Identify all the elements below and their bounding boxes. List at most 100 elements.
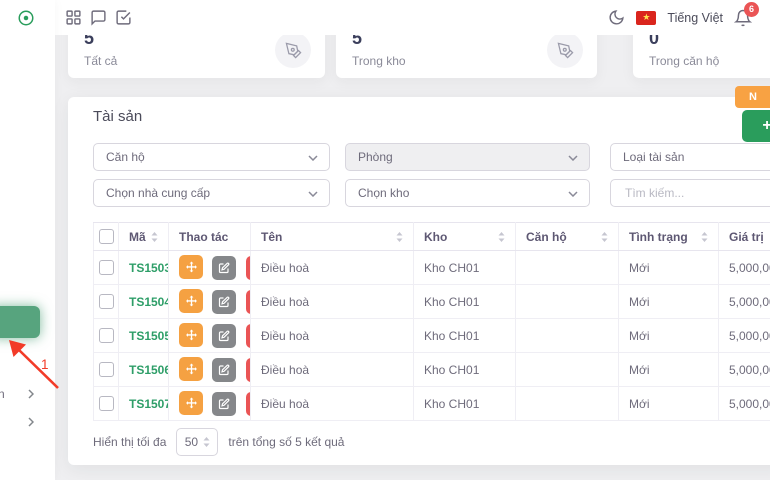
column-label: Thao tác [179,229,229,244]
room-select[interactable]: Phòng [345,143,590,171]
asset-value: 5,000,000 [718,284,770,319]
row-checkbox[interactable] [98,328,114,344]
search-field[interactable] [610,179,770,207]
chevron-down-icon [308,191,318,197]
column-label: Giá trị [729,229,764,244]
asset-warehouse: Kho CH01 [413,284,516,319]
move-button[interactable] [179,289,203,314]
column-label: Kho [424,229,448,244]
column-label: Mã [129,229,146,244]
delete-button[interactable] [245,289,250,314]
asset-apartment [515,250,619,285]
column-label: Tình trạng [629,229,688,244]
column-header-code[interactable]: Mã [118,222,169,251]
stat-value: 0 [649,28,660,48]
asset-apartment [515,386,619,421]
asset-value: 5,000,000 [718,386,770,421]
asset-value: 5,000,000 [718,250,770,285]
table-row: TS1507 Điều hoà Kho CH01 Mới 5,000,000 [93,386,770,421]
page-size-prefix: Hiển thị tối đa [93,435,167,449]
column-header-name[interactable]: Tên [250,222,414,251]
bell-icon [733,9,753,26]
move-icon [185,397,197,409]
supplier-select[interactable]: Chọn nhà cung cấp [93,179,330,207]
sidebar-item[interactable]: n [0,384,55,404]
row-checkbox[interactable] [98,294,114,310]
table-header-row: Mã Thao tác Tên Kho Căn hộ Tình trạng Gi… [93,222,770,251]
move-icon [185,261,197,273]
sort-icon [396,231,403,242]
asset-name: Điều hoà [250,318,414,353]
panel-title: Tài sản [93,108,143,125]
delete-button[interactable] [245,357,250,382]
table-row: TS1505 Điều hoà Kho CH01 Mới 5,000,000 [93,318,770,353]
sort-icon [151,231,158,242]
delete-button[interactable] [245,323,250,348]
dark-mode-moon-icon[interactable] [608,9,625,26]
apps-grid-icon[interactable] [65,9,82,26]
warehouse-select[interactable]: Chọn kho [345,179,590,207]
sidebar-active-item[interactable] [0,306,40,338]
page-size-value: 50 [184,435,199,449]
chat-icon[interactable] [90,9,107,26]
chevron-right-icon [28,389,34,399]
tasks-icon[interactable] [115,9,132,26]
select-all-cell[interactable] [93,222,119,251]
move-button[interactable] [179,357,203,382]
select-all-checkbox[interactable] [98,229,114,245]
navbar-actions: ★ Tiếng Việt 6 [608,0,759,35]
chevron-down-icon [568,155,578,161]
add-asset-button[interactable]: + [742,110,770,142]
column-header-value[interactable]: Giá trị [718,222,770,251]
edit-button[interactable] [212,391,237,416]
table-row: TS1503 Điều hoà Kho CH01 Mới 5,000,000 [93,250,770,285]
sidebar-item[interactable] [0,412,55,432]
row-checkbox[interactable] [98,362,114,378]
app-logo-target-icon[interactable] [17,9,35,27]
edit-button[interactable] [212,255,237,280]
vietnam-flag-icon[interactable]: ★ [636,10,657,25]
asset-name: Điều hoà [250,250,414,285]
column-header-actions: Thao tác [168,222,251,251]
annotation-step-number: 1 [41,357,49,372]
stat-value: 5 [84,28,95,48]
search-input[interactable] [623,185,770,201]
warehouse-select-value: Chọn kho [358,186,410,200]
chevron-down-icon [308,155,318,161]
move-button[interactable] [179,391,203,416]
asset-warehouse: Kho CH01 [413,352,516,387]
move-button[interactable] [179,323,203,348]
asset-type-select-value: Loại tài sản [623,150,685,164]
column-header-status[interactable]: Tình trạng [618,222,719,251]
asset-code: TS1503 [129,260,169,275]
column-header-warehouse[interactable]: Kho [413,222,516,251]
flag-star: ★ [642,12,651,22]
asset-type-select[interactable]: Loại tài sản [610,143,770,171]
pen-tool-icon [275,32,311,68]
page-size-select[interactable]: 50 [176,428,219,456]
row-checkbox[interactable] [98,260,114,276]
move-icon [185,363,197,375]
delete-button[interactable] [245,255,250,280]
row-checkbox[interactable] [98,396,114,412]
apartment-select[interactable]: Căn hộ [93,143,330,171]
move-button[interactable] [179,255,203,280]
asset-status: Mới [618,284,719,319]
language-selector[interactable]: Tiếng Việt [667,10,723,25]
total-results-text: trên tổng số 5 kết quả [228,435,345,449]
spinner-icon [203,437,210,447]
asset-warehouse: Kho CH01 [413,318,516,353]
asset-status: Mới [618,250,719,285]
edit-button[interactable] [212,323,237,348]
asset-code: TS1505 [129,328,169,343]
delete-button[interactable] [245,391,250,416]
pen-tool-icon [547,32,583,68]
sort-icon [701,231,708,242]
asset-apartment [515,284,619,319]
column-header-apartment[interactable]: Căn hộ [515,222,619,251]
edit-button[interactable] [212,289,237,314]
asset-warehouse: Kho CH01 [413,386,516,421]
notifications-button[interactable]: 6 [733,1,759,27]
edit-button[interactable] [212,357,237,382]
